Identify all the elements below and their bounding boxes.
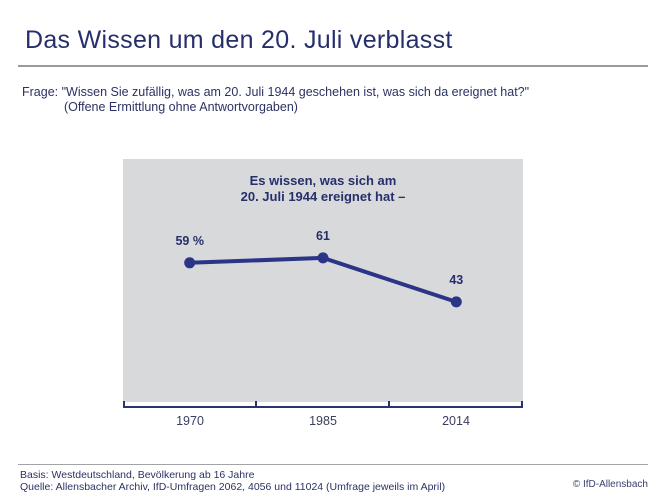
survey-question-line-2: (Offene Ermittlung ohne Antwortvorgaben) [64,100,298,114]
basis-text: Basis: Westdeutschland, Bevölkerung ab 1… [20,469,255,481]
x-axis-label-2014: 2014 [442,414,470,428]
axis-tick [521,401,523,408]
data-point-label-1985: 61 [316,228,330,243]
data-point-marker [184,257,196,269]
data-point-marker [317,252,329,264]
chart-title: Es wissen, was sich am 20. Juli 1944 ere… [123,173,523,205]
copyright-text: © IfD-Allensbach [572,479,648,490]
data-point-label-2014: 43 [449,272,464,287]
line-plot [184,252,462,308]
footer: Basis: Westdeutschland, Bevölkerung ab 1… [20,469,445,493]
axis-tick [123,401,125,408]
page-title: Das Wissen um den 20. Juli verblasst [25,26,453,54]
survey-question-line-1: Frage: "Wissen Sie zufällig, was am 20. … [22,85,530,99]
x-axis [123,401,523,408]
survey-question: Frage: "Wissen Sie zufällig, was am 20. … [22,85,529,115]
x-axis-label-1970: 1970 [176,414,204,428]
chart-area: Es wissen, was sich am 20. Juli 1944 ere… [123,159,523,402]
title-divider [18,65,648,67]
data-point-marker [450,296,462,308]
quelle-text: Quelle: Allensbacher Archiv, IfD-Umfrage… [20,481,446,493]
data-point-label-1970: 59 % [175,233,204,248]
footer-divider [18,464,648,465]
x-axis-label-1985: 1985 [309,414,337,428]
chart-title-line-2: 20. Juli 1944 ereignet hat – [240,189,406,204]
axis-tick [388,401,390,408]
chart-title-line-1: Es wissen, was sich am [249,173,397,188]
axis-tick [255,401,257,408]
